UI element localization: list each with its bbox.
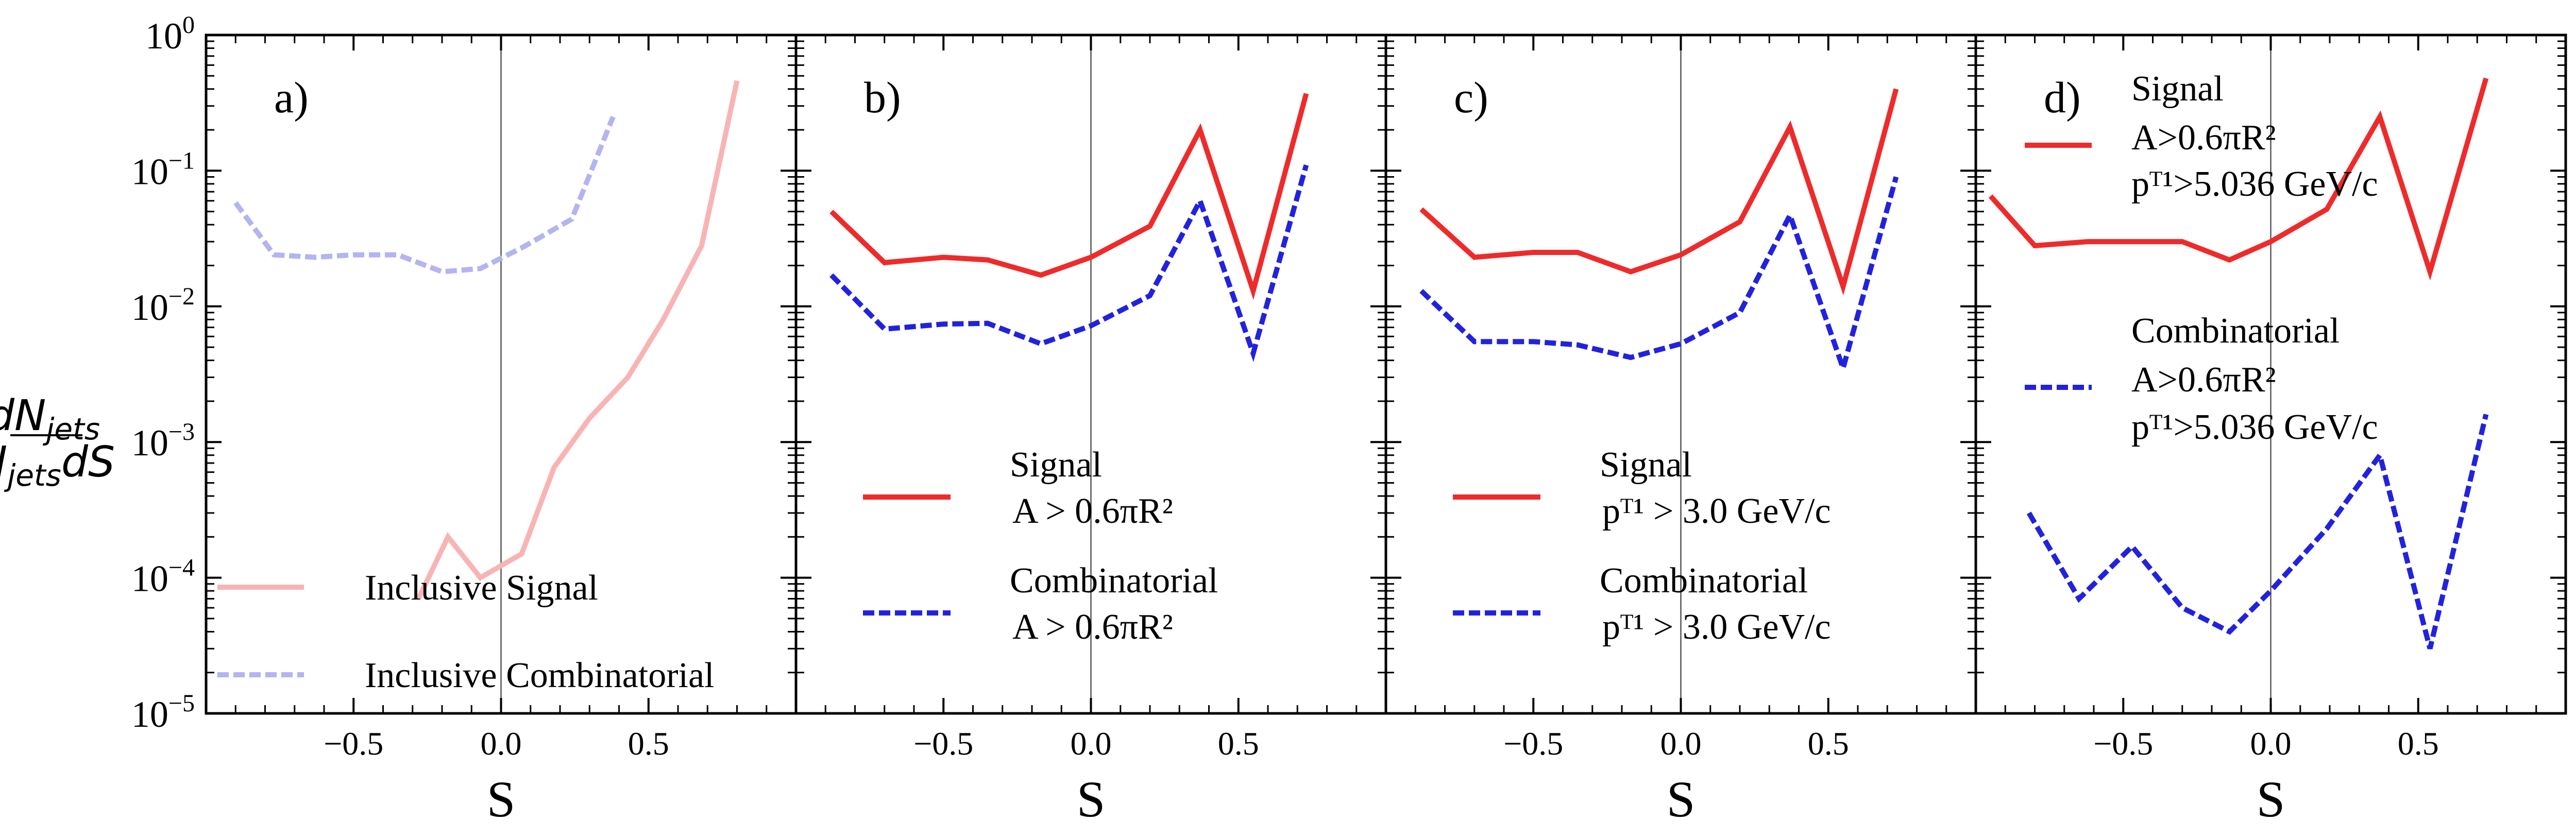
series-combinatorial: [829, 164, 1309, 362]
legend-text: Signal: [1010, 445, 1102, 485]
x-tick-label: 0.5: [628, 725, 669, 762]
panel-b: −0.5 0.0 0.5 Sb) Signal A > 0.6πR² Combinatori…: [794, 33, 1387, 828]
x-axis-label: S: [1667, 771, 1696, 828]
legend-text: pᵀ¹>5.036 GeV/c: [2131, 407, 2378, 447]
y-tick-label: 10−3: [131, 418, 195, 464]
x-tick-label: 0.5: [2398, 725, 2439, 762]
x-tick-label: −0.5: [1503, 725, 1563, 762]
legend-text: pᵀ¹>5.036 GeV/c: [2131, 164, 2378, 204]
panel-c: −0.5 0.0 0.5 Sc) Signal pᵀ¹ > 3.0 GeV/c Combin…: [1384, 33, 1977, 828]
x-axis-label: S: [487, 771, 516, 828]
x-tick-label: 0.5: [1808, 725, 1849, 762]
legend-text: A > 0.6πR²: [1012, 607, 1173, 647]
x-axis-label: S: [1077, 771, 1106, 828]
legend-text: pᵀ¹ > 3.0 GeV/c: [1602, 607, 1831, 647]
legend-text: Combinatorial: [2131, 311, 2340, 351]
legend-text: Combinatorial: [1600, 561, 1808, 601]
legend-text: A>0.6πR²: [2131, 360, 2276, 400]
series-signal: [829, 93, 1309, 300]
legend-text: Combinatorial: [1010, 561, 1218, 601]
y-tick-label: 10−2: [131, 283, 195, 328]
panel-label: d): [2044, 73, 2081, 122]
legend-text: A > 0.6πR²: [1012, 491, 1173, 531]
ylabel-numerator: dNjets: [0, 391, 100, 447]
x-tick-label: −0.5: [2093, 725, 2153, 762]
y-tick-label: 10−4: [131, 554, 195, 600]
x-tick-label: 0.0: [1071, 725, 1112, 762]
x-axis-label: S: [2257, 771, 2285, 828]
y-axis-label: dNjets NjetsdS: [0, 391, 115, 493]
series-signal: [1988, 77, 2489, 281]
legend-text: pᵀ¹ > 3.0 GeV/c: [1602, 491, 1831, 531]
legend-text: Signal: [1600, 445, 1692, 485]
legend-text: Signal: [2131, 69, 2224, 109]
x-tick-label: 0.5: [1218, 725, 1259, 762]
legend: Signal pᵀ¹ > 3.0 GeV/c Combinatorial pᵀ¹ > …: [1453, 445, 1831, 647]
x-tick-label: 0.0: [1660, 725, 1702, 762]
legend-text: Inclusive Signal: [365, 568, 598, 608]
panel-a: 100 10−1 10−2 10−3 10−4 10−5 −0.5 0.0 0.5 Sa) Incl…: [131, 11, 798, 828]
x-tick-label: −0.5: [324, 725, 383, 762]
series-combinatorial: [1419, 176, 1899, 377]
series-inclusive-signal: [416, 80, 740, 600]
x-tick-label: −0.5: [913, 725, 973, 762]
x-tick-label: 0.0: [481, 725, 522, 762]
legend: Inclusive Signal Inclusive Combinatorial: [217, 568, 714, 695]
series-signal: [1419, 88, 1899, 296]
legend: Signal A>0.6πR² pᵀ¹>5.036 GeV/c Combinatori…: [2025, 69, 2378, 447]
legend: Signal A > 0.6πR² Combinatorial A > 0.6πR²: [863, 445, 1218, 647]
panel-d: −0.5 0.0 0.5 Sd) Signal A>0.6πR² pᵀ¹>5.036 GeV…: [1974, 33, 2567, 828]
y-tick-label: 10−5: [131, 690, 195, 735]
y-tick-label: 10−1: [131, 147, 195, 192]
panel-label: b): [864, 73, 901, 122]
panel-label: c): [1454, 73, 1488, 122]
legend-text: A>0.6πR²: [2131, 118, 2276, 158]
x-tick-label: 0.0: [2250, 725, 2292, 762]
y-tick-label: 100: [145, 11, 195, 57]
series-combinatorial: [2026, 414, 2489, 650]
panel-label: a): [274, 73, 309, 122]
legend-text: Inclusive Combinatorial: [365, 656, 714, 695]
series-inclusive-combinatorial: [233, 115, 616, 275]
ylabel-denominator: NjetsdS: [0, 438, 115, 493]
